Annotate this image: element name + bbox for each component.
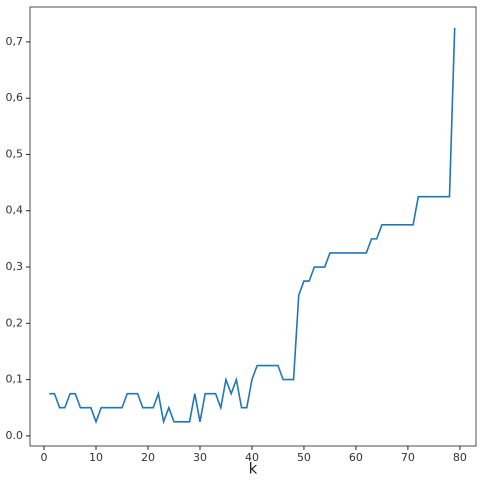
y-tick-label: 0,2 xyxy=(6,316,24,329)
y-tick-label: 0,3 xyxy=(6,260,24,273)
y-tick-label: 0,1 xyxy=(6,373,24,386)
x-tick-label: 60 xyxy=(349,451,363,464)
x-tick-label: 0 xyxy=(41,451,48,464)
y-tick-label: 0,5 xyxy=(6,147,24,160)
y-tick-label: 0,7 xyxy=(6,35,24,48)
plot-frame xyxy=(29,6,477,447)
x-tick-label: 50 xyxy=(297,451,311,464)
x-tick-label: 30 xyxy=(193,451,207,464)
line-series xyxy=(49,27,456,425)
y-tick-label: 0,6 xyxy=(6,91,24,104)
x-axis-label: k xyxy=(249,460,258,478)
x-tick-label: 20 xyxy=(141,451,155,464)
x-tick-label: 70 xyxy=(401,451,415,464)
y-tick-label: 0,4 xyxy=(6,204,24,217)
y-tick-label: 0.0 xyxy=(6,429,24,442)
x-tick-label: 80 xyxy=(453,451,467,464)
x-tick-label: 10 xyxy=(89,451,103,464)
x-tick-label: 40 xyxy=(245,451,259,464)
